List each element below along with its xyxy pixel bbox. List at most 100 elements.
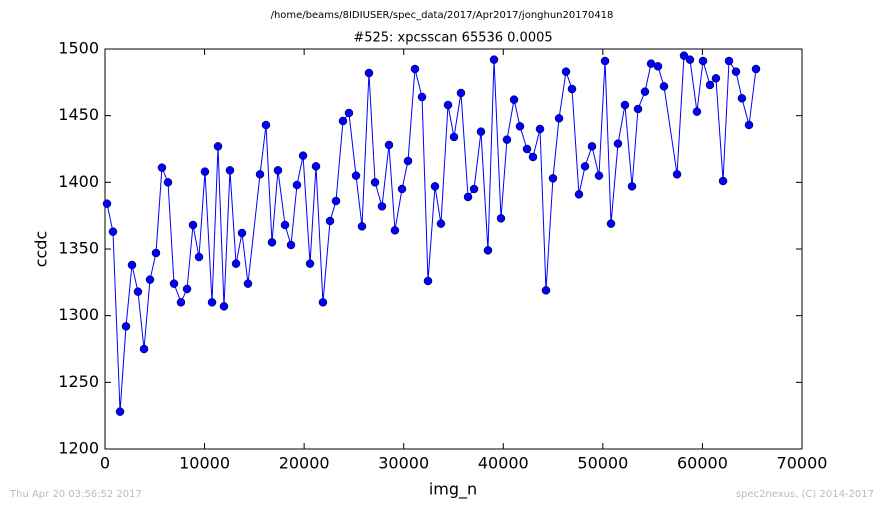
data-point (377, 202, 387, 211)
data-point (397, 184, 407, 194)
data-point (163, 178, 173, 187)
data-point (600, 56, 610, 66)
x-tick-label: 60000 (677, 454, 728, 473)
data-point (705, 80, 715, 90)
y-tick-label: 1350 (58, 239, 99, 258)
data-point (456, 88, 466, 98)
suptitle: /home/beams/8IDIUSER/spec_data/2017/Apr2… (271, 10, 614, 21)
data-point (496, 214, 506, 223)
x-tick-label: 30000 (378, 454, 429, 473)
chart-title: #525: xpcsscan 65536 0.0005 (353, 31, 552, 46)
x-tick-label: 50000 (577, 454, 628, 473)
data-point (567, 84, 577, 94)
x-axis-label: img_n (429, 480, 477, 500)
data-point (338, 116, 348, 126)
y-tick-label: 1200 (58, 439, 99, 458)
data-point (548, 174, 558, 183)
data-point (331, 196, 341, 206)
data-point (685, 55, 695, 64)
data-point (176, 298, 186, 307)
data-point (325, 216, 335, 226)
data-point (751, 64, 761, 74)
data-point (627, 182, 637, 191)
data-point (502, 135, 512, 144)
x-tick-label: 10000 (179, 454, 230, 473)
data-point (286, 240, 296, 250)
data-point (231, 259, 241, 268)
data-point (102, 199, 112, 208)
data-point (633, 104, 643, 114)
data-point (463, 192, 473, 202)
data-point (554, 114, 564, 123)
x-tick-label: 20000 (279, 454, 330, 473)
data-point (483, 246, 493, 255)
data-point (151, 248, 161, 258)
data-point (255, 170, 265, 179)
data-point (417, 92, 427, 102)
data-point (237, 228, 247, 238)
data-point (423, 276, 433, 286)
data-point (410, 64, 420, 74)
data-point (535, 124, 545, 134)
data-point (298, 151, 308, 160)
data-point (640, 87, 650, 96)
data-point (594, 171, 604, 180)
data-point (344, 108, 354, 118)
data-point (698, 56, 708, 66)
data-point (574, 190, 584, 199)
data-point (692, 107, 702, 116)
data-point (213, 142, 223, 151)
data-point (443, 100, 453, 110)
data-point (711, 74, 721, 83)
data-point (620, 100, 630, 110)
data-point (522, 144, 532, 154)
data-point (169, 279, 179, 288)
x-tick-label: 70000 (777, 454, 828, 473)
data-point (243, 279, 253, 288)
data-point (145, 275, 155, 284)
data-point (390, 226, 400, 235)
data-point (613, 139, 623, 148)
data-point (139, 344, 149, 354)
data-point (311, 162, 321, 171)
data-point (194, 252, 204, 262)
data-point (292, 180, 302, 190)
data-point (476, 127, 486, 136)
data-point (469, 184, 479, 194)
data-point (157, 163, 167, 172)
data-point (436, 219, 446, 228)
data-point (305, 259, 315, 268)
data-point (724, 56, 734, 66)
data-point (672, 170, 682, 179)
data-point (261, 120, 271, 130)
data-point (430, 182, 440, 191)
data-point (737, 94, 747, 103)
data-point (744, 120, 754, 130)
data-point (121, 322, 131, 331)
y-axis-label: ccdc (32, 231, 51, 268)
y-tick-label: 1450 (58, 105, 99, 124)
data-point (133, 287, 143, 296)
y-tick-label: 1500 (58, 39, 99, 58)
footer-right: spec2nexus, (C) 2014-2017 (736, 489, 874, 500)
data-point (351, 171, 361, 180)
data-point (659, 82, 669, 91)
data-point (267, 238, 277, 247)
data-point (127, 260, 137, 270)
data-point (587, 142, 597, 151)
data-point (541, 286, 551, 295)
data-point (200, 167, 210, 176)
data-point (273, 166, 283, 175)
data-point (449, 132, 459, 142)
data-point (318, 298, 328, 307)
data-point (528, 152, 538, 162)
data-point (182, 284, 192, 294)
data-point (115, 407, 125, 416)
data-point (606, 219, 616, 228)
data-point (580, 162, 590, 171)
data-point (384, 140, 394, 150)
data-point (219, 302, 229, 311)
y-tick-label: 1400 (58, 172, 99, 191)
data-point (653, 62, 663, 71)
